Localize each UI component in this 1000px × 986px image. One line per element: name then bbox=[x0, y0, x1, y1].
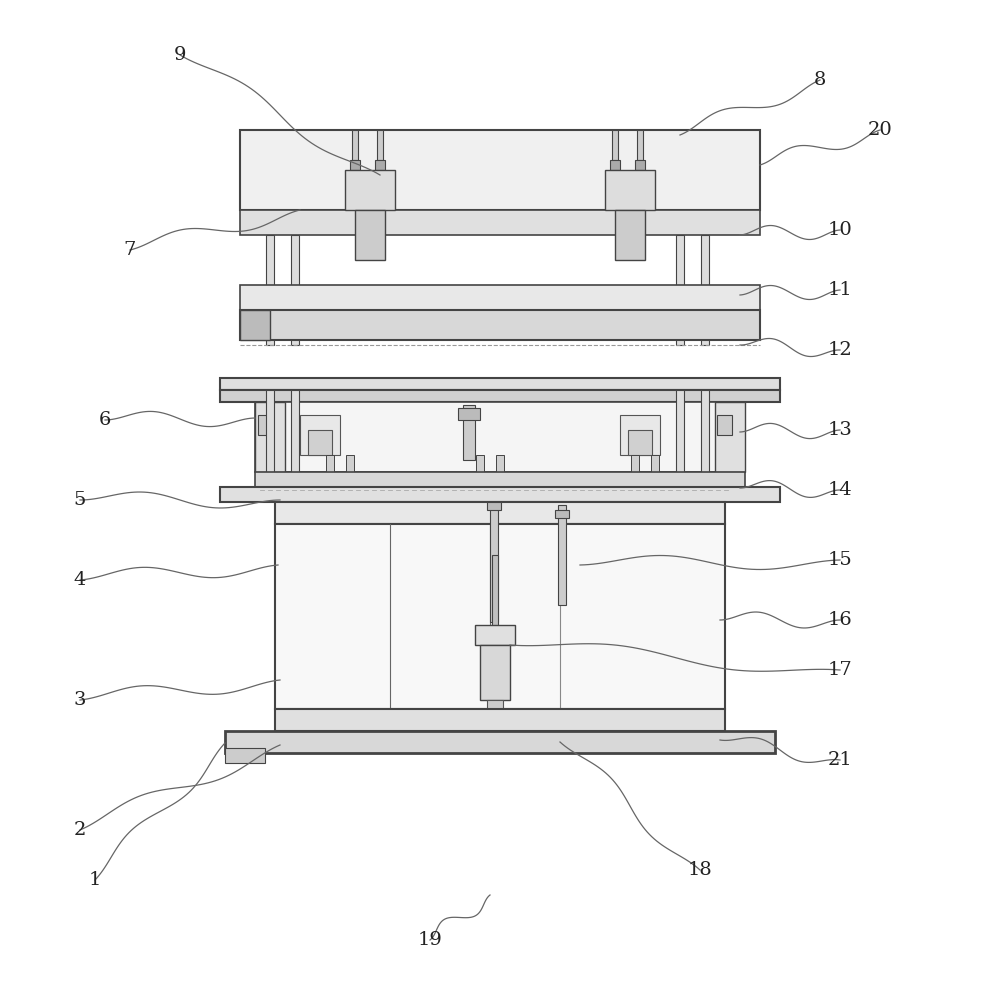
Text: 17: 17 bbox=[828, 661, 852, 679]
Bar bbox=[487, 502, 501, 510]
Bar bbox=[291, 390, 299, 472]
Bar bbox=[458, 408, 480, 420]
Text: 7: 7 bbox=[124, 241, 136, 259]
Text: 6: 6 bbox=[99, 411, 111, 429]
Bar bbox=[355, 210, 385, 260]
Bar bbox=[266, 235, 274, 345]
Text: 12: 12 bbox=[828, 341, 852, 359]
Bar bbox=[350, 160, 360, 170]
Bar bbox=[488, 730, 502, 738]
Bar bbox=[715, 402, 745, 472]
Text: 14: 14 bbox=[828, 481, 852, 499]
Text: 20: 20 bbox=[868, 121, 892, 139]
Text: 21: 21 bbox=[828, 751, 852, 769]
Bar bbox=[240, 310, 760, 340]
Text: 2: 2 bbox=[74, 821, 86, 839]
Bar bbox=[676, 235, 684, 345]
Bar bbox=[258, 415, 273, 435]
Bar bbox=[676, 390, 684, 472]
Bar bbox=[220, 487, 780, 502]
Bar bbox=[240, 130, 760, 210]
Text: 13: 13 bbox=[828, 421, 852, 439]
Bar bbox=[255, 402, 285, 472]
Text: 3: 3 bbox=[74, 691, 86, 709]
Bar bbox=[308, 430, 332, 455]
Bar bbox=[346, 455, 354, 472]
Bar bbox=[605, 170, 655, 210]
Bar bbox=[487, 700, 503, 730]
Bar bbox=[615, 210, 645, 260]
Bar bbox=[612, 130, 618, 160]
Text: 4: 4 bbox=[74, 571, 86, 589]
Bar bbox=[701, 235, 709, 345]
Bar bbox=[375, 160, 385, 170]
Bar bbox=[492, 555, 498, 635]
Bar bbox=[225, 748, 265, 763]
Bar bbox=[476, 455, 484, 472]
Bar bbox=[352, 130, 358, 160]
Bar bbox=[255, 402, 745, 472]
Text: 19: 19 bbox=[418, 931, 442, 949]
Bar bbox=[326, 455, 334, 472]
Text: 1: 1 bbox=[89, 871, 101, 889]
Bar bbox=[220, 378, 780, 390]
Bar bbox=[701, 390, 709, 472]
Bar bbox=[345, 170, 395, 210]
Bar bbox=[475, 625, 515, 645]
Text: 15: 15 bbox=[828, 551, 852, 569]
Text: 9: 9 bbox=[174, 46, 186, 64]
Bar bbox=[717, 415, 732, 435]
Bar bbox=[240, 285, 760, 310]
Text: 10: 10 bbox=[828, 221, 852, 239]
Text: 5: 5 bbox=[74, 491, 86, 509]
Bar bbox=[225, 731, 775, 753]
Bar bbox=[555, 510, 569, 518]
Bar bbox=[300, 415, 340, 455]
Bar bbox=[240, 210, 760, 235]
Text: 8: 8 bbox=[814, 71, 826, 89]
Text: 11: 11 bbox=[828, 281, 852, 299]
Bar bbox=[558, 505, 566, 605]
Bar bbox=[635, 160, 645, 170]
Bar bbox=[480, 645, 510, 700]
Bar bbox=[490, 502, 498, 622]
Bar bbox=[275, 709, 725, 731]
Bar bbox=[255, 472, 745, 487]
Bar bbox=[637, 130, 643, 160]
Bar bbox=[610, 160, 620, 170]
Text: 18: 18 bbox=[688, 861, 712, 879]
Bar bbox=[620, 415, 660, 455]
Bar bbox=[275, 502, 725, 524]
Bar bbox=[266, 390, 274, 472]
Bar bbox=[463, 405, 475, 460]
Bar bbox=[496, 455, 504, 472]
Bar bbox=[651, 455, 659, 472]
Bar bbox=[628, 430, 652, 455]
Text: 16: 16 bbox=[828, 611, 852, 629]
Bar bbox=[631, 455, 639, 472]
Bar bbox=[377, 130, 383, 160]
Bar bbox=[291, 235, 299, 345]
Bar bbox=[240, 310, 270, 340]
Bar bbox=[220, 390, 780, 402]
Bar bbox=[275, 524, 725, 709]
